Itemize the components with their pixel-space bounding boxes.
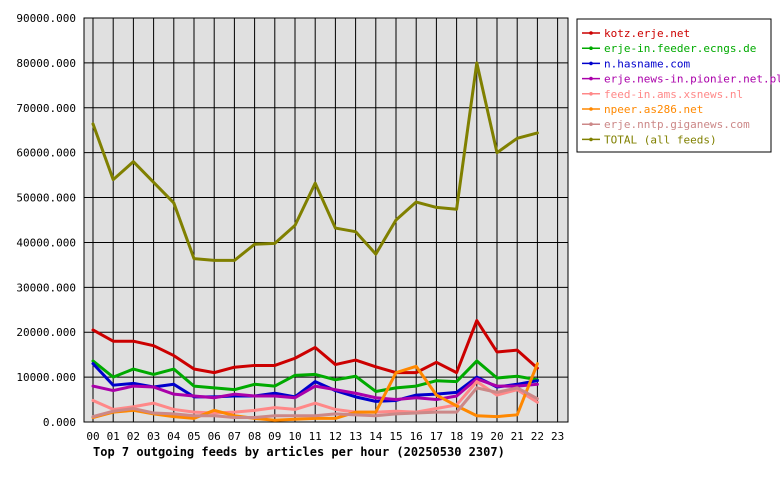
y-tick-label: 0.000 — [43, 416, 76, 429]
x-tick-label: 19 — [470, 430, 483, 443]
x-tick-label: 18 — [450, 430, 463, 443]
x-tick-label: 03 — [147, 430, 160, 443]
legend-marker — [589, 31, 593, 35]
legend-label: n.hasname.com — [604, 57, 690, 70]
series-line-2 — [91, 362, 539, 403]
y-tick-label: 80000.000 — [16, 57, 76, 70]
x-axis-ticks: 00 01 02 03 04 05 06 07 08 09 10 11 12 13 14 15 16 17 18 19… — [86, 430, 564, 443]
grid-lines — [84, 18, 568, 422]
legend-label: kotz.erje.net — [604, 27, 690, 40]
y-tick-label: 20000.000 — [16, 326, 76, 339]
legend-label: erje.news-in.pionier.net.pl — [604, 73, 780, 86]
legend-marker — [589, 61, 593, 66]
x-tick-label: 12 — [329, 430, 342, 443]
legend-marker — [589, 137, 593, 142]
x-tick-label: 15 — [389, 430, 402, 443]
series-line-4 — [91, 380, 539, 415]
y-tick-label: 30000.000 — [16, 281, 76, 294]
legend-box — [576, 18, 772, 153]
x-tick-label: 08 — [248, 430, 261, 443]
legend-marker — [589, 107, 593, 111]
x-tick-label: 20 — [490, 430, 503, 443]
legend-label: erje-in.feeder.ecngs.de — [604, 42, 756, 55]
x-tick-label: 10 — [288, 430, 301, 443]
series-line-5 — [91, 362, 539, 422]
x-tick-label: 07 — [228, 430, 241, 443]
y-tick-label: 90000.000 — [16, 12, 76, 25]
series-line-0 — [91, 319, 539, 375]
legend: kotz.erje.net erje-in.feeder.ecngs.de n.ha… — [576, 18, 780, 153]
y-tick-label: 50000.000 — [16, 192, 76, 205]
x-tick-label: 14 — [369, 430, 383, 443]
x-tick-label: 23 — [551, 430, 564, 443]
x-tick-label: 21 — [511, 430, 524, 443]
series-lines — [91, 61, 539, 422]
y-tick-label: 10000.000 — [16, 371, 76, 384]
x-tick-label: 00 — [86, 430, 99, 443]
legend-marker — [589, 92, 593, 96]
legend-marker — [589, 122, 593, 126]
x-tick-label: 04 — [167, 430, 181, 443]
series-line-3 — [91, 377, 539, 402]
legend-label: TOTAL (all feeds) — [604, 133, 717, 146]
legend-marker — [589, 46, 593, 50]
y-tick-label: 60000.000 — [16, 147, 76, 160]
x-tick-label: 02 — [127, 430, 140, 443]
chart-title: Top 7 outgoing feeds by articles per hou… — [93, 445, 505, 459]
legend-label: feed-in.ams.xsnews.nl — [604, 88, 743, 101]
x-tick-label: 06 — [208, 430, 221, 443]
x-tick-label: 09 — [268, 430, 281, 443]
y-tick-label: 40000.000 — [16, 236, 76, 249]
legend-label: erje.nntp.giganews.com — [604, 118, 750, 131]
y-axis-ticks: 0.000 10000.000 20000.000 30000.000 40000.00… — [16, 12, 76, 429]
legend-label: npeer.as286.net — [604, 103, 703, 116]
x-tick-label: 01 — [107, 430, 120, 443]
y-tick-label: 70000.000 — [16, 102, 76, 115]
x-tick-label: 11 — [309, 430, 322, 443]
x-tick-label: 22 — [531, 430, 544, 443]
plot-background — [83, 17, 569, 423]
x-tick-label: 13 — [349, 430, 362, 443]
x-tick-label: 16 — [410, 430, 423, 443]
series-line-1 — [91, 359, 539, 393]
series-line-6 — [91, 386, 539, 420]
x-tick-label: 05 — [187, 430, 200, 443]
x-tick-label: 17 — [430, 430, 443, 443]
series-line-7 — [91, 61, 539, 262]
legend-marker — [589, 76, 593, 81]
